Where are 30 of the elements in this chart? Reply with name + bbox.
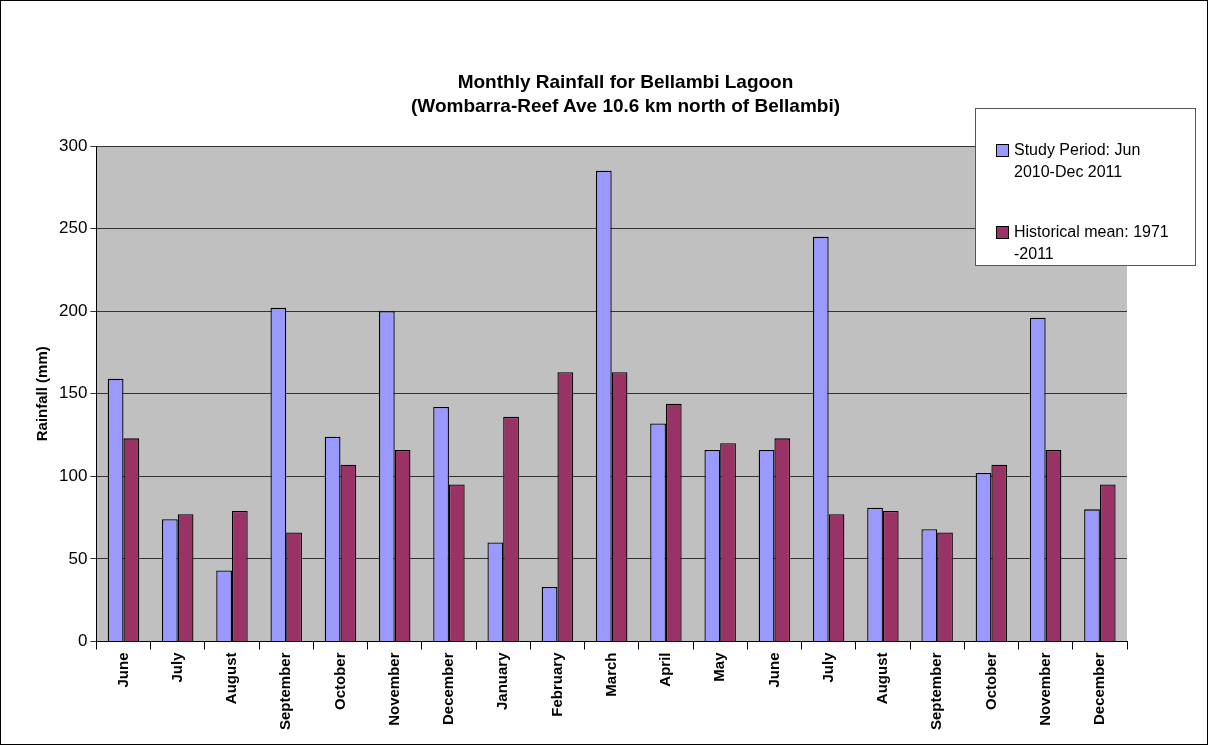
x-tick-label: April <box>656 652 674 687</box>
x-tick-label: September <box>276 652 294 730</box>
x-tick-label: October <box>330 652 348 710</box>
y-tick-label: 50 <box>68 548 88 568</box>
x-tick-label: June <box>113 652 131 688</box>
x-tick-label: February <box>547 651 565 717</box>
x-tick-label: December <box>439 652 457 726</box>
x-tick-label: November <box>384 652 402 726</box>
x-tick-label: November <box>1035 652 1053 726</box>
x-tick-label: October <box>981 652 999 710</box>
y-tick-label: 0 <box>77 631 88 651</box>
x-tick-label: June <box>764 652 782 688</box>
chart-title: Monthly Rainfall for Bellambi Lagoon (Wombarra-Reef Ave 10.6 km north of Bellambi) <box>410 70 841 118</box>
x-tick-label: March <box>601 652 619 697</box>
legend-label: Study Period: Jun 2010-Dec 2011 <box>1014 140 1142 182</box>
x-tick-label: May <box>710 651 728 682</box>
y-tick-label: 300 <box>58 135 88 155</box>
x-tick-label: July <box>818 651 836 683</box>
y-tick-label: 150 <box>58 383 88 403</box>
x-tick-label: August <box>222 652 240 705</box>
x-tick-label: December <box>1090 652 1108 726</box>
x-tick-label: July <box>167 651 185 683</box>
y-axis-title: Rainfall (mm) <box>33 346 51 442</box>
y-tick-label: 250 <box>58 218 88 238</box>
x-tick-label: August <box>873 652 891 705</box>
y-tick-label: 200 <box>58 300 88 320</box>
x-tick-label: September <box>927 652 945 730</box>
x-tick-label: January <box>493 651 511 711</box>
legend-label: Historical mean: 1971 -2011 <box>1014 222 1170 264</box>
y-tick-label: 100 <box>58 466 88 485</box>
